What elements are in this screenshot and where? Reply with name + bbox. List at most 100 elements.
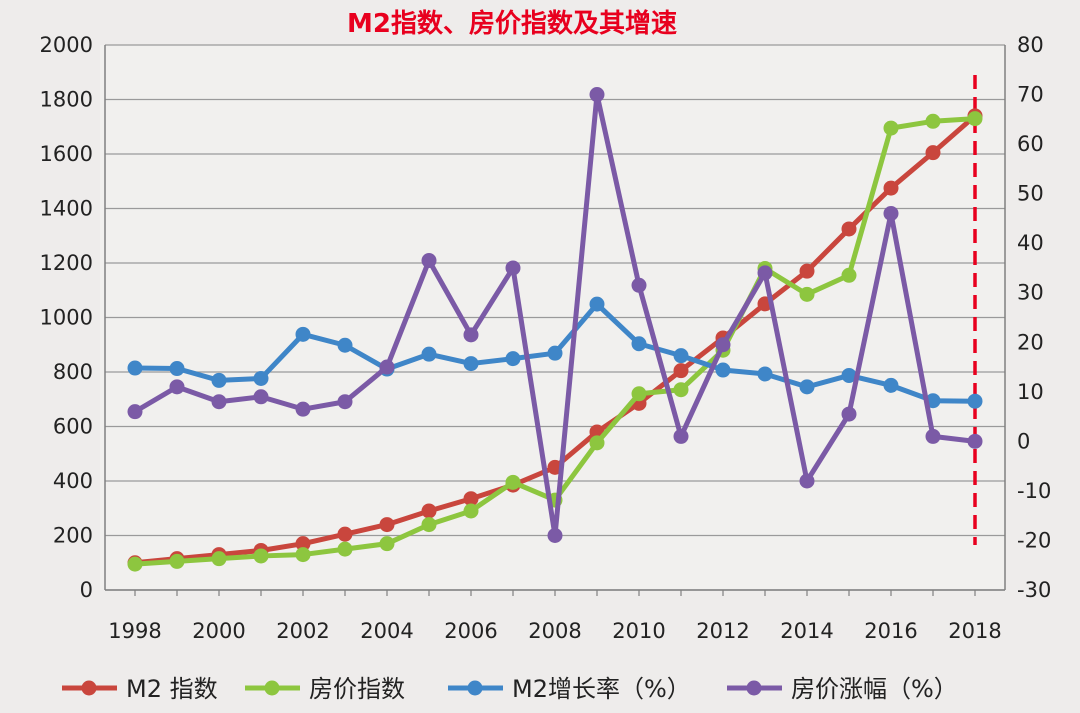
data-point-2-2005 — [421, 346, 437, 362]
data-point-2-1998 — [127, 360, 143, 376]
data-point-1-2007 — [505, 474, 521, 490]
data-point-0-2014 — [799, 263, 815, 279]
x-tick-2010: 2010 — [612, 619, 665, 643]
data-point-1-2011 — [673, 382, 689, 398]
series-2 — [127, 296, 983, 409]
legend: M2 指数 房价指数 M2增长率（%） 房价涨幅（%） — [62, 675, 958, 703]
legend-item-0: M2 指数 — [62, 675, 218, 703]
legend-marker-3 — [746, 680, 762, 696]
x-tick-1998: 1998 — [108, 619, 161, 643]
data-point-3-2008 — [547, 528, 563, 543]
data-point-3-2009 — [589, 87, 605, 103]
y-left-tick-0: 0 — [80, 578, 93, 602]
data-point-1-2000 — [211, 551, 227, 567]
data-point-3-2011 — [673, 428, 689, 444]
y-right-tick--20: -20 — [1017, 528, 1051, 552]
y-right-tick-10: 10 — [1017, 380, 1044, 404]
data-point-2-2015 — [841, 367, 857, 383]
x-tick-2000: 2000 — [192, 619, 245, 643]
data-point-0-2006 — [463, 491, 479, 507]
data-point-1-1998 — [127, 556, 143, 572]
data-point-1-2001 — [253, 548, 269, 564]
y-left-tick-1400: 1400 — [40, 197, 93, 221]
x-tick-2004: 2004 — [360, 619, 413, 643]
y-left-tick-1800: 1800 — [40, 88, 93, 112]
data-point-2-2012 — [715, 362, 731, 378]
tick-labels: 0200400600800100012001400160018002000-30… — [40, 33, 1052, 643]
data-point-0-2004 — [379, 517, 395, 533]
series-1 — [127, 111, 983, 572]
legend-label-3: 房价涨幅（%） — [791, 675, 958, 703]
chart-title: M2指数、房价指数及其增速 — [347, 8, 677, 39]
data-point-2-2000 — [211, 372, 227, 388]
data-point-3-2002 — [295, 401, 311, 417]
data-point-3-2016 — [883, 205, 899, 221]
data-point-3-2013 — [757, 265, 773, 281]
data-point-2-2016 — [883, 377, 899, 393]
data-point-0-2015 — [841, 221, 857, 237]
legend-label-1: 房价指数 — [309, 675, 405, 703]
y-right-tick-60: 60 — [1017, 132, 1044, 156]
data-point-3-2017 — [925, 428, 941, 444]
y-right-tick-30: 30 — [1017, 281, 1044, 305]
data-point-2-1999 — [169, 361, 185, 377]
series-3 — [127, 87, 983, 543]
axes — [104, 45, 1006, 596]
y-right-tick-40: 40 — [1017, 231, 1044, 255]
y-left-tick-600: 600 — [53, 415, 93, 439]
data-point-1-2016 — [883, 120, 899, 136]
legend-item-2: M2增长率（%） — [448, 675, 691, 703]
data-point-3-2007 — [505, 260, 521, 276]
data-point-1-2009 — [589, 435, 605, 451]
data-point-1-2005 — [421, 517, 437, 533]
y-left-tick-200: 200 — [53, 524, 93, 548]
data-point-1-2002 — [295, 547, 311, 563]
data-point-3-2012 — [715, 337, 731, 353]
y-left-tick-1000: 1000 — [40, 306, 93, 330]
data-point-2-2009 — [589, 296, 605, 312]
data-point-0-2017 — [925, 145, 941, 161]
y-right-tick-0: 0 — [1017, 429, 1030, 453]
data-point-0-2003 — [337, 526, 353, 542]
x-tick-2012: 2012 — [696, 619, 749, 643]
legend-marker-0 — [81, 680, 97, 696]
data-point-0-2002 — [295, 536, 311, 552]
data-point-1-2017 — [925, 113, 941, 129]
x-tick-2002: 2002 — [276, 619, 329, 643]
y-right-tick-80: 80 — [1017, 33, 1044, 57]
x-tick-2016: 2016 — [864, 619, 917, 643]
data-point-1-2010 — [631, 386, 647, 402]
y-left-tick-1200: 1200 — [40, 251, 93, 275]
x-tick-2006: 2006 — [444, 619, 497, 643]
y-left-tick-1600: 1600 — [40, 142, 93, 166]
series-layer — [127, 87, 983, 572]
y-right-tick--10: -10 — [1017, 479, 1051, 503]
data-point-0-2011 — [673, 363, 689, 379]
data-point-3-2004 — [379, 359, 395, 375]
data-point-2-2011 — [673, 348, 689, 364]
y-right-tick-50: 50 — [1017, 182, 1044, 206]
x-tick-2014: 2014 — [780, 619, 833, 643]
legend-item-1: 房价指数 — [245, 675, 405, 703]
y-left-tick-400: 400 — [53, 469, 93, 493]
data-point-3-2006 — [463, 327, 479, 343]
data-point-3-2003 — [337, 394, 353, 410]
data-point-1-2015 — [841, 267, 857, 283]
data-point-1-2014 — [799, 286, 815, 302]
data-point-0-2016 — [883, 180, 899, 196]
data-point-0-2005 — [421, 503, 437, 519]
data-point-2-2014 — [799, 379, 815, 395]
y-left-tick-800: 800 — [53, 360, 93, 384]
y-right-tick-20: 20 — [1017, 330, 1044, 354]
data-point-3-1998 — [127, 404, 143, 420]
x-tick-2008: 2008 — [528, 619, 581, 643]
data-point-3-2001 — [253, 389, 269, 405]
data-point-3-2018 — [967, 433, 983, 449]
legend-label-0: M2 指数 — [126, 675, 218, 703]
data-point-3-2005 — [421, 253, 437, 269]
data-point-3-2010 — [631, 277, 647, 293]
data-point-1-2006 — [463, 503, 479, 519]
data-point-2-2001 — [253, 370, 269, 386]
data-point-1-2004 — [379, 536, 395, 552]
legend-marker-2 — [467, 680, 483, 696]
